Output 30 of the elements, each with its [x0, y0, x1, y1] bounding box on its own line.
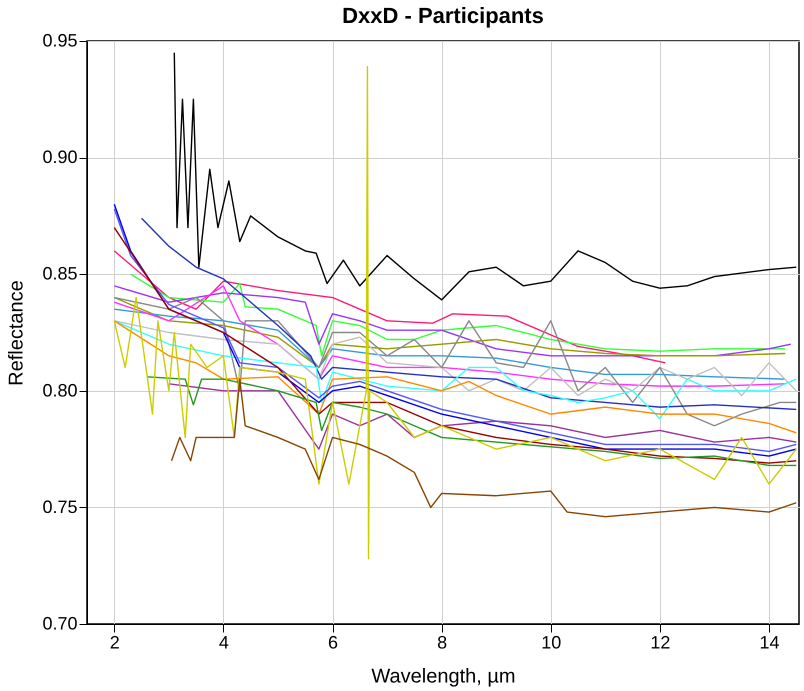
line-series — [146, 376, 797, 466]
line-series — [140, 218, 797, 410]
chart-title: DxxD - Participants — [342, 3, 544, 28]
x-tick-label: 12 — [650, 632, 670, 652]
line-series — [168, 383, 797, 450]
line-series — [114, 308, 786, 380]
x-axis-title: Wavelength, µm — [371, 666, 516, 688]
x-tick-label: 8 — [437, 632, 448, 652]
line-series — [114, 66, 797, 560]
x-tick-label: 6 — [328, 632, 338, 652]
line-series — [174, 52, 797, 301]
x-tick-label: 2 — [110, 632, 120, 652]
line-series — [114, 285, 786, 387]
line-series — [114, 296, 797, 426]
line-series — [130, 274, 786, 357]
y-tick-label: 0.75 — [42, 496, 78, 517]
line-series — [114, 250, 666, 364]
y-tick-label: 0.90 — [42, 147, 78, 168]
line-series — [114, 320, 797, 396]
x-tick-label: 14 — [759, 632, 780, 652]
x-tick-label: 10 — [541, 632, 562, 652]
y-tick-label: 0.80 — [42, 380, 78, 400]
line-series — [170, 378, 797, 518]
y-axis-title: Reflectance — [5, 280, 28, 386]
y-tick-label: 0.85 — [42, 264, 78, 284]
line-series — [114, 285, 792, 357]
y-tick-label: 0.70 — [42, 614, 78, 634]
y-tick-label: 0.95 — [42, 30, 78, 50]
x-tick-label: 4 — [218, 632, 229, 652]
line-series — [114, 296, 786, 368]
